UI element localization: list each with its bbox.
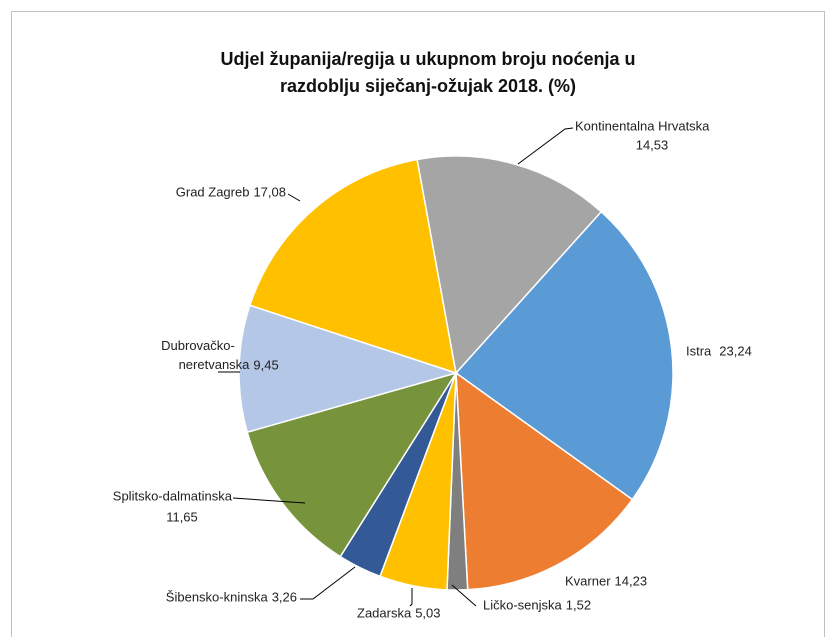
slice-value-label: 5,03 [415,605,440,620]
slice-value-label: 14,23 [615,573,648,588]
pie-slice [248,158,457,375]
pie-slice [454,210,674,501]
slice-value-label: 11,65 [166,509,198,524]
leader-line [232,497,306,504]
slice-value-label: 17,08 [253,184,286,199]
slice-label: Grad Zagreb [176,184,250,199]
leader-line [409,588,413,607]
slice-label: Istra [686,343,712,358]
slice-value-label: 3,26 [272,589,297,604]
pie-slice [246,371,458,558]
pie-slice [455,371,634,591]
slice-label: Ličko-senjska [483,597,563,612]
slice-value-label: 9,45 [253,357,278,372]
slice-label: Zadarska [357,605,412,620]
slice-value-label: 23,24 [719,343,752,358]
slice-label: Dubrovačko-neretvanska [161,338,250,372]
leader-line [287,193,301,202]
slice-value-label: 1,52 [566,597,591,612]
chart-title: razdoblju siječanj-ožujak 2018. (%) [280,76,576,96]
chart-title: Udjel županija/regija u ukupnom broju no… [220,49,635,69]
leader-line [300,566,356,600]
leader-line [451,584,477,607]
slice-label: Šibensko-kninska [166,589,269,604]
leader-line [517,127,574,165]
slice-label: Splitsko-dalmatinska [113,488,233,503]
slice-value-label: 14,53 [636,137,669,152]
slice-label: Kvarner [565,573,611,588]
pie-slice [416,155,603,375]
pie-slice [238,304,459,434]
slice-label: Kontinentalna Hrvatska [575,118,710,133]
